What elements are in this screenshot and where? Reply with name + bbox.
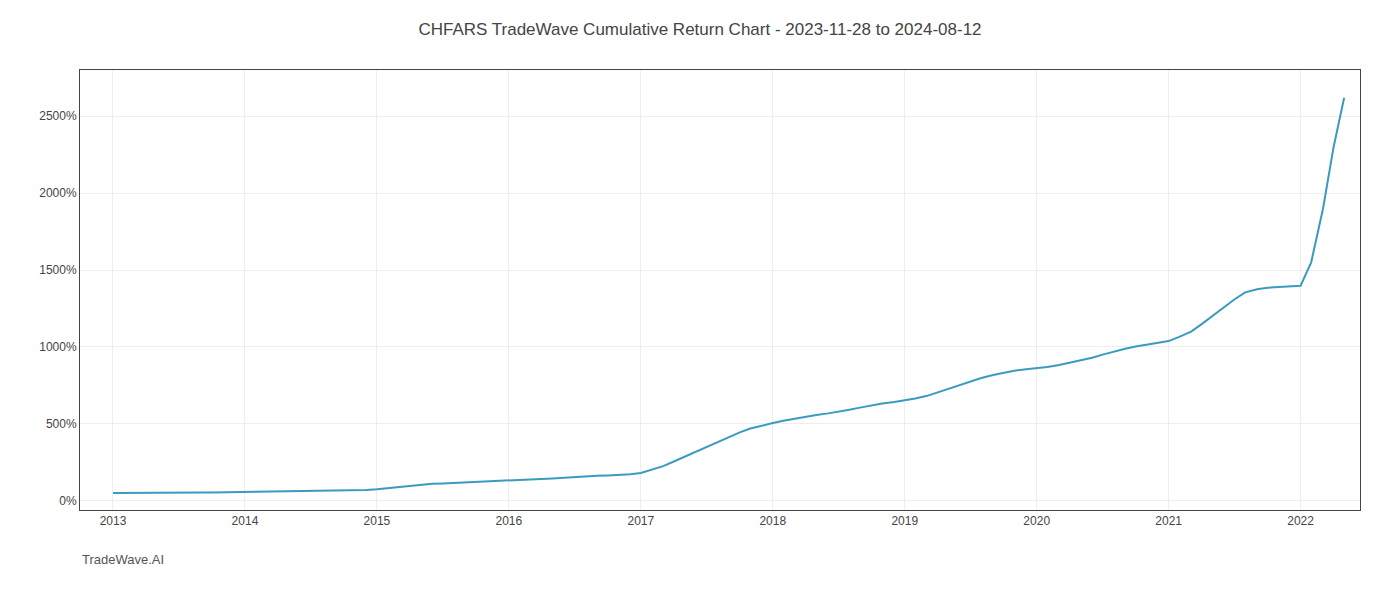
svg-text:TradeWave.AI: TradeWave.AI <box>82 552 164 567</box>
svg-text:2016: 2016 <box>496 514 523 528</box>
svg-text:2021: 2021 <box>1155 514 1182 528</box>
svg-text:500%: 500% <box>46 417 77 431</box>
svg-text:2014: 2014 <box>232 514 259 528</box>
svg-text:2500%: 2500% <box>39 109 77 123</box>
svg-text:1500%: 1500% <box>39 263 77 277</box>
svg-text:2015: 2015 <box>364 514 391 528</box>
svg-text:2022: 2022 <box>1287 514 1314 528</box>
svg-text:0%: 0% <box>59 494 77 508</box>
svg-text:1000%: 1000% <box>39 340 77 354</box>
svg-text:CHFARS TradeWave Cumulative Re: CHFARS TradeWave Cumulative Return Chart… <box>418 20 981 39</box>
svg-text:2000%: 2000% <box>39 186 77 200</box>
svg-text:2018: 2018 <box>759 514 786 528</box>
svg-text:2017: 2017 <box>627 514 654 528</box>
svg-text:2019: 2019 <box>891 514 918 528</box>
svg-text:2013: 2013 <box>100 514 127 528</box>
svg-text:2020: 2020 <box>1023 514 1050 528</box>
